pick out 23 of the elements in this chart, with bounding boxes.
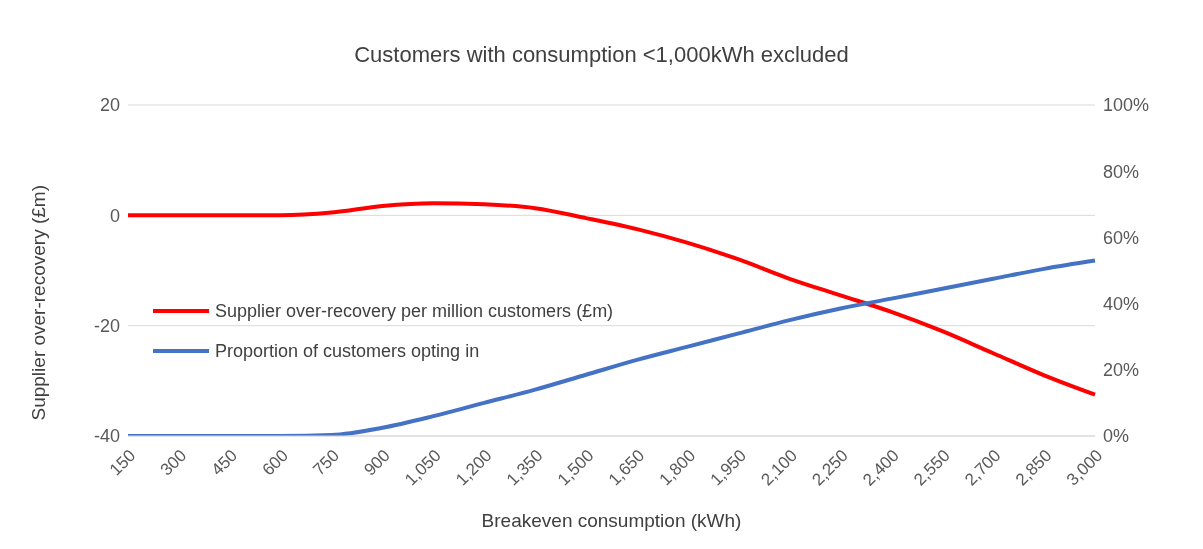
- x-tick-label: 600: [258, 445, 293, 480]
- y2-tick-label: 20%: [1103, 360, 1140, 381]
- x-tick-label: 900: [360, 445, 394, 480]
- y2-tick-label: 100%: [1103, 95, 1150, 116]
- x-tick-label: 150: [105, 445, 140, 480]
- y2-tick-label: 80%: [1103, 161, 1140, 182]
- y-axis-title: Supplier over-recovery (£m): [27, 185, 49, 421]
- y-tick-label: 0: [109, 205, 120, 226]
- y2-tick-label: 40%: [1103, 293, 1140, 314]
- y2-tick-label: 60%: [1103, 227, 1140, 248]
- x-tick-label: 300: [156, 445, 191, 480]
- chart-title: Customers with consumption <1,000kWh excluded: [353, 42, 850, 68]
- x-tick-label: 750: [309, 445, 343, 480]
- y-tick-label: -20: [93, 316, 120, 337]
- line-series: [126, 201, 1097, 397]
- legend-label: Supplier over-recovery per million customers (£m): [215, 300, 614, 323]
- x-tick-label: 450: [207, 445, 242, 480]
- legend-label: Proportion of customers opting in: [215, 340, 480, 363]
- y-tick-label: 20: [99, 95, 120, 116]
- x-axis-title: Breakeven consumption (kWh): [481, 510, 742, 531]
- y2-tick-label: 0%: [1103, 426, 1130, 447]
- y-tick-label: -40: [93, 426, 120, 447]
- line-series: [126, 258, 1097, 436]
